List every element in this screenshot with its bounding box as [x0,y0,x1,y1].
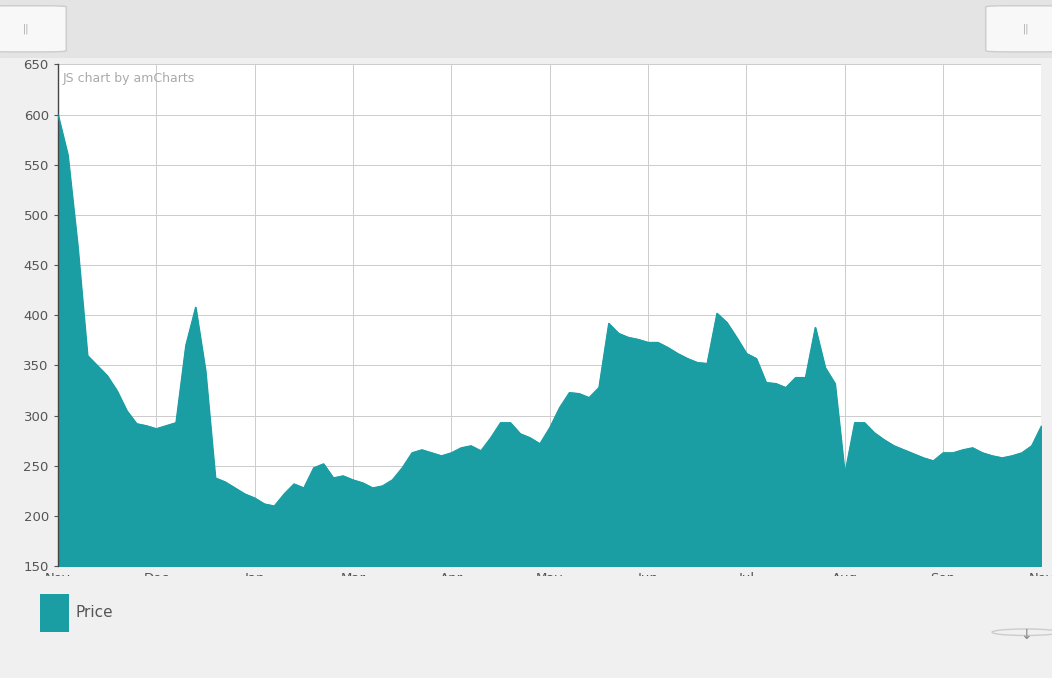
Text: JS chart by amCharts: JS chart by amCharts [63,72,195,85]
FancyBboxPatch shape [40,594,69,632]
Text: Price: Price [76,605,114,620]
Text: ||: || [23,24,29,34]
Text: ||: || [1023,24,1029,34]
FancyBboxPatch shape [986,6,1052,52]
Text: ↓: ↓ [1019,629,1032,642]
FancyBboxPatch shape [0,6,66,52]
Circle shape [992,629,1052,635]
